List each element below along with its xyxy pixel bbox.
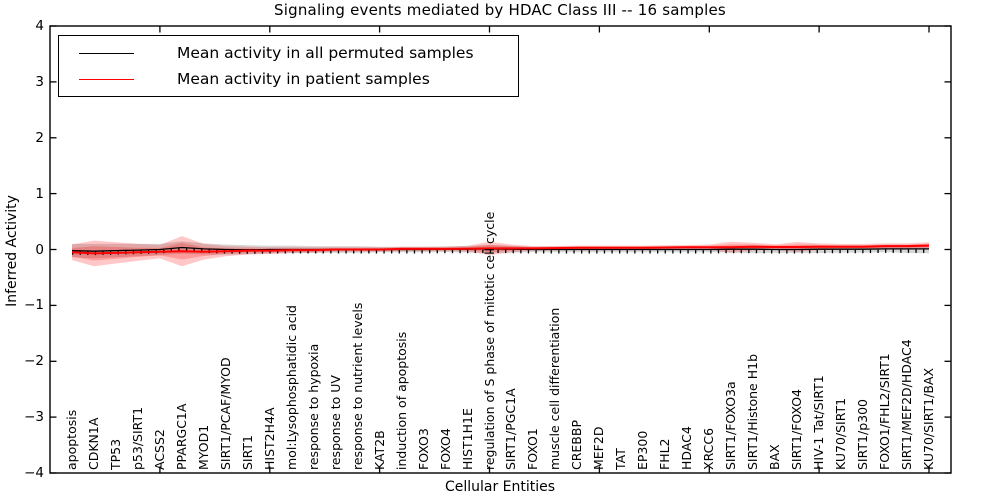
- x-axis-label: Cellular Entities: [444, 479, 556, 495]
- x-tick-label: KU70/SIRT1: [833, 397, 849, 470]
- legend-item: Mean activity in all permuted samples: [59, 44, 518, 62]
- x-tick-label: response to hypoxia: [305, 343, 321, 470]
- x-tick-label: FHL2: [657, 438, 673, 470]
- y-tick-label: 0: [35, 241, 44, 258]
- legend: Mean activity in all permuted samples Mea…: [58, 35, 519, 97]
- x-tick-label: SIRT1/MEF2D/HDAC4: [899, 339, 915, 470]
- y-tick-label: −3: [24, 409, 44, 426]
- x-tick-label: XRCC6: [701, 427, 717, 470]
- x-tick-label: SIRT1: [239, 435, 255, 470]
- x-tick-label: SIRT1/FOXO4: [789, 389, 805, 470]
- x-tick-label: regulation of S phase of mitotic cell cy…: [481, 211, 497, 470]
- x-tick-label: CREBBP: [569, 420, 585, 470]
- permuted-band: [72, 241, 929, 259]
- y-tick-label: 1: [35, 185, 44, 202]
- x-tick-label: HDAC4: [679, 426, 695, 470]
- x-tick-label: muscle cell differentiation: [547, 307, 563, 470]
- x-tick-label: apoptosis: [63, 409, 79, 470]
- legend-line-swatch: [79, 52, 134, 54]
- y-tick-label: 4: [35, 18, 44, 34]
- x-tick-label: CDKN1A: [85, 417, 101, 470]
- x-tick-label: SIRT1/Histone H1b: [745, 353, 761, 470]
- x-tick-label: SIRT1/PCAF/MYOD: [217, 357, 233, 470]
- x-tick-label: SIRT1/FOXO3a: [723, 381, 739, 470]
- x-tick-label: HIST2H4A: [261, 407, 277, 470]
- legend-item: Mean activity in patient samples: [59, 70, 518, 88]
- x-tick-label: mol:Lysophosphatidic acid: [283, 305, 299, 470]
- x-tick-label: HIST1H1E: [459, 408, 475, 470]
- x-tick-label: MEF2D: [591, 426, 607, 470]
- y-tick-label: 3: [35, 73, 44, 90]
- x-tick-label: KU70/SIRT1/BAX: [921, 367, 937, 470]
- x-tick-label: FOXO1/FHL2/SIRT1: [877, 353, 893, 470]
- x-tick-label: FOXO1: [525, 428, 541, 470]
- x-tick-label: TP53: [107, 438, 123, 470]
- x-tick-label: KAT2B: [371, 430, 387, 470]
- legend-label: Mean activity in all permuted samples: [177, 44, 474, 62]
- x-tick-label: response to nutrient levels: [349, 302, 365, 470]
- x-tick-label: FOXO4: [437, 428, 453, 470]
- x-tick-label: BAX: [767, 444, 783, 470]
- y-tick-label: −2: [24, 353, 44, 370]
- y-tick-label: −4: [24, 465, 44, 481]
- patient-band-outer: [72, 236, 929, 267]
- x-tick-label: HIV-1 Tat/SIRT1: [811, 375, 827, 470]
- x-tick-label: FOXO3: [415, 428, 431, 470]
- x-tick-label: response to UV: [327, 375, 343, 470]
- patient-mean-line: [71, 244, 930, 255]
- x-tick-label: EP300: [635, 430, 651, 470]
- x-tick-label: p53/SIRT1: [129, 406, 145, 470]
- x-tick-label: PPARGC1A: [173, 403, 189, 470]
- y-tick-label: 2: [35, 129, 44, 146]
- x-tick-label: MYOD1: [195, 424, 211, 470]
- x-tick-label: SIRT1/p300: [855, 399, 871, 470]
- x-tick-label: ACSS2: [151, 429, 167, 470]
- x-tick-label: SIRT1/PGC1A: [503, 388, 519, 470]
- chart-title: Signaling events mediated by HDAC Class …: [274, 1, 726, 19]
- legend-line-swatch: [79, 78, 134, 80]
- x-tick-label: TAT: [613, 448, 629, 470]
- x-tick-label: induction of apoptosis: [393, 331, 409, 470]
- y-tick-label: −1: [24, 297, 44, 314]
- legend-label: Mean activity in patient samples: [177, 70, 430, 88]
